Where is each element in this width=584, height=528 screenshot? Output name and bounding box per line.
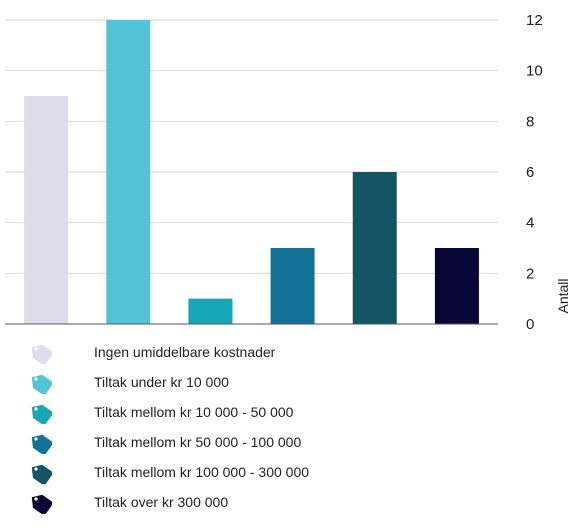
bar: [24, 96, 69, 324]
legend-label: Tiltak over kr 300 000: [94, 494, 229, 510]
bar: [434, 248, 479, 324]
legend: Ingen umiddelbare kostnader Tiltak under …: [28, 338, 448, 518]
gridlines: [5, 19, 498, 274]
legend-item: Tiltak under kr 10 000: [28, 368, 448, 398]
legend-item: Ingen umiddelbare kostnader: [28, 338, 448, 368]
legend-item: Tiltak mellom kr 50 000 - 100 000: [28, 428, 448, 458]
legend-label: Tiltak under kr 10 000: [94, 374, 229, 390]
y-tick-label: 10: [526, 63, 543, 80]
bar: [270, 248, 315, 324]
legend-label: Tiltak mellom kr 50 000 - 100 000: [94, 434, 302, 450]
tag-icon: [31, 464, 52, 484]
y-tick-label: 6: [526, 164, 534, 181]
tag-icon: [31, 434, 52, 454]
legend-item: Tiltak mellom kr 10 000 - 50 000: [28, 398, 448, 428]
legend-label: Tiltak mellom kr 10 000 - 50 000: [94, 404, 294, 420]
bar: [106, 20, 151, 324]
tag-icon: [31, 494, 52, 514]
bar: [352, 172, 397, 324]
bar-chart: 0 2 4 6 8 10 12 Antall: [5, 12, 571, 333]
y-tick-label: 4: [526, 215, 534, 232]
y-tick-label: 12: [526, 12, 543, 29]
bar: [188, 298, 233, 324]
legend-item: Tiltak mellom kr 100 000 - 300 000: [28, 458, 448, 488]
tag-icon: [31, 404, 52, 424]
tag-icon: [31, 374, 52, 394]
bars: [24, 20, 479, 324]
y-axis-title: Antall: [555, 278, 571, 313]
y-tick-label: 2: [526, 265, 534, 282]
legend-label: Ingen umiddelbare kostnader: [94, 344, 276, 360]
y-tick-labels: 0 2 4 6 8 10 12: [526, 12, 543, 333]
legend-item: Tiltak over kr 300 000: [28, 488, 448, 518]
y-tick-label: 0: [526, 316, 534, 333]
legend-label: Tiltak mellom kr 100 000 - 300 000: [94, 464, 310, 480]
tag-icon: [31, 344, 52, 364]
y-tick-label: 8: [526, 113, 534, 130]
